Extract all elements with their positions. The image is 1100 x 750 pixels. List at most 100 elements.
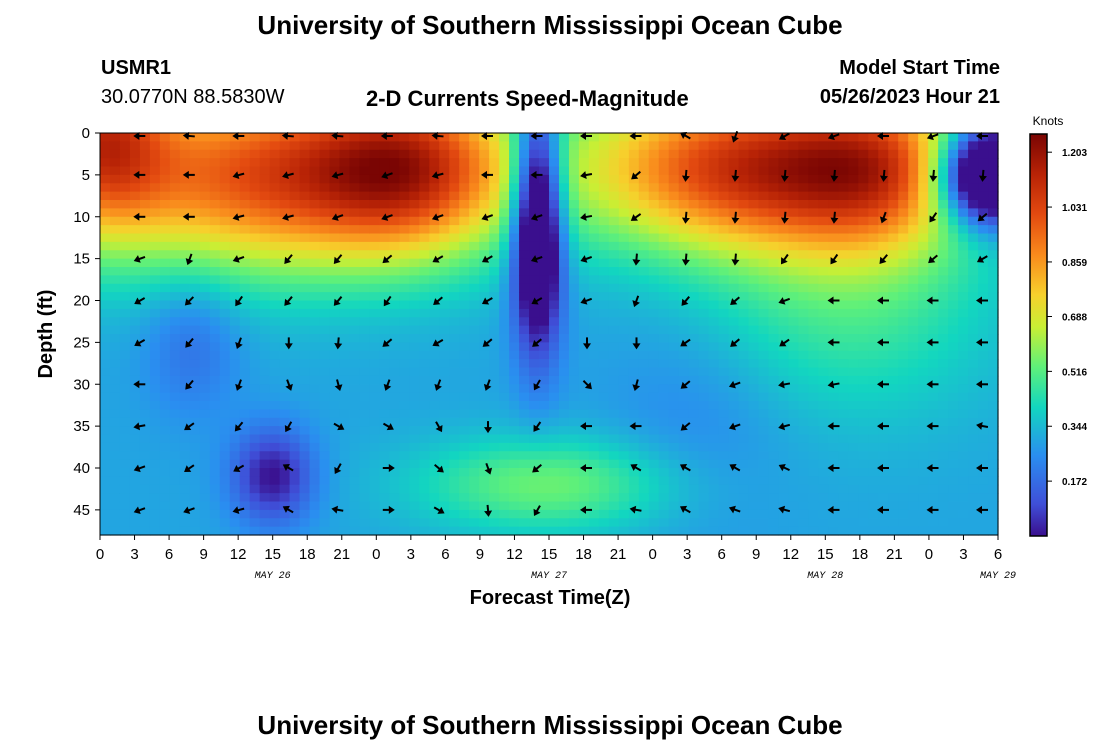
heatmap-cell	[778, 459, 790, 469]
heatmap-cell	[898, 459, 909, 469]
heatmap-cell	[568, 468, 580, 477]
current-arrow	[631, 170, 641, 180]
heatmap-cell	[868, 384, 879, 394]
heatmap-cell	[978, 459, 989, 469]
heatmap-cell	[369, 300, 380, 310]
heatmap-cell	[259, 300, 271, 310]
heatmap-cell	[688, 292, 700, 302]
heatmap-cell	[888, 493, 899, 503]
heatmap-cell	[149, 308, 161, 318]
heatmap-cell	[209, 459, 221, 469]
heatmap-cell	[549, 409, 560, 419]
heatmap-cell	[778, 166, 790, 176]
heatmap-cell	[908, 350, 919, 360]
heatmap-cell	[708, 158, 720, 168]
heatmap-cell	[219, 392, 231, 402]
heatmap-cell	[678, 509, 690, 519]
current-arrow	[481, 297, 493, 305]
heatmap-cell	[309, 166, 321, 176]
heatmap-cell	[299, 275, 311, 285]
heatmap-cell	[668, 484, 680, 494]
heatmap-cell	[578, 434, 590, 444]
heatmap-cell	[718, 367, 730, 377]
heatmap-cell	[988, 258, 999, 268]
heatmap-cell	[189, 325, 201, 335]
heatmap-cell	[798, 174, 810, 184]
heatmap-cell	[549, 267, 560, 276]
heatmap-cell	[459, 317, 470, 327]
heatmap-cell	[658, 451, 670, 461]
heatmap-cell	[329, 149, 341, 159]
heatmap-cell	[109, 133, 121, 142]
heatmap-cell	[908, 442, 919, 452]
heatmap-cell	[878, 359, 889, 369]
heatmap-cell	[469, 241, 480, 251]
heatmap-cell	[279, 359, 291, 369]
heatmap-cell	[958, 317, 969, 327]
heatmap-cell	[938, 493, 949, 503]
heatmap-cell	[479, 334, 490, 343]
heatmap-cell	[249, 442, 261, 452]
heatmap-cell	[748, 426, 760, 436]
heatmap-cell	[509, 384, 520, 394]
current-arrow	[778, 132, 790, 140]
heatmap-cell	[558, 459, 570, 469]
heatmap-cell	[149, 442, 161, 452]
heatmap-cell	[299, 292, 311, 302]
heatmap-cell	[100, 334, 111, 343]
heatmap-cell	[918, 166, 929, 176]
heatmap-cell	[519, 174, 530, 184]
heatmap-cell	[389, 476, 400, 486]
heatmap-cell	[988, 133, 999, 142]
heatmap-cell	[608, 283, 620, 293]
heatmap-cell	[539, 174, 550, 184]
heatmap-cell	[588, 434, 600, 444]
heatmap-cell	[888, 174, 899, 184]
heatmap-cell	[988, 476, 999, 486]
heatmap-cell	[868, 225, 879, 235]
heatmap-cell	[918, 250, 929, 260]
heatmap-cell	[828, 300, 839, 310]
heatmap-cell	[349, 501, 361, 511]
heatmap-cell	[209, 200, 221, 209]
heatmap-cell	[928, 468, 939, 477]
heatmap-cell	[798, 267, 810, 276]
heatmap-cell	[219, 191, 231, 201]
heatmap-cell	[658, 442, 670, 452]
heatmap-cell	[199, 208, 211, 218]
heatmap-cell	[499, 334, 510, 343]
current-arrow	[481, 170, 493, 179]
heatmap-cell	[638, 258, 650, 268]
heatmap-cell	[958, 200, 969, 209]
heatmap-cell	[758, 317, 770, 327]
heatmap-cell	[279, 141, 291, 151]
heatmap-cell	[129, 459, 141, 469]
heatmap-cell	[848, 359, 859, 369]
heatmap-cell	[978, 292, 989, 302]
heatmap-cell	[249, 300, 261, 310]
heatmap-cell	[239, 484, 251, 494]
heatmap-cell	[109, 216, 121, 226]
heatmap-cell	[439, 300, 450, 310]
heatmap-cell	[209, 501, 221, 511]
heatmap-cell	[469, 250, 480, 260]
heatmap-cell	[658, 526, 670, 536]
heatmap-cell	[229, 526, 241, 536]
heatmap-cell	[878, 141, 889, 151]
heatmap-cell	[728, 267, 740, 276]
heatmap-cell	[928, 200, 939, 209]
heatmap-cell	[938, 133, 949, 142]
heatmap-cell	[578, 367, 590, 377]
heatmap-cell	[439, 442, 450, 452]
heatmap-cell	[269, 493, 281, 503]
heatmap-cell	[658, 359, 670, 369]
heatmap-cell	[349, 174, 361, 184]
heatmap-cell	[509, 392, 520, 402]
current-arrow	[679, 505, 691, 514]
heatmap-cell	[598, 493, 610, 503]
heatmap-cell	[279, 409, 291, 419]
heatmap-cell	[648, 434, 660, 444]
heatmap-cell	[728, 384, 740, 394]
heatmap-cell	[938, 417, 949, 427]
heatmap-cell	[708, 392, 720, 402]
